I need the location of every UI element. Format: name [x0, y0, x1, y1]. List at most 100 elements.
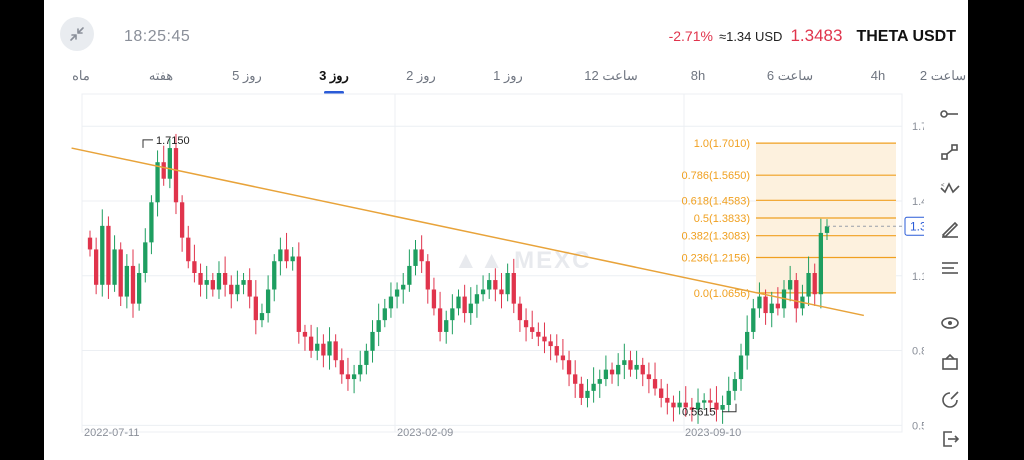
tab-8[interactable]: 6 ساعت — [766, 68, 814, 83]
line-tool-button[interactable] — [940, 104, 960, 124]
tab-10[interactable]: 2 ساعت — [919, 68, 967, 83]
fib-level-label: 0.382(1.3083) — [682, 231, 751, 243]
candle-body — [229, 284, 234, 295]
candle-body — [345, 374, 351, 380]
candle-body — [628, 360, 633, 370]
candle-body — [388, 296, 394, 309]
candle-body — [253, 296, 258, 321]
candle-body — [763, 296, 768, 314]
tab-5[interactable]: 1 روز — [493, 68, 523, 83]
candle-body — [210, 280, 215, 290]
candle-body — [677, 402, 682, 408]
candle-body — [124, 265, 129, 297]
fib-level-label: 0.618(1.4583) — [682, 195, 751, 207]
candle-body — [327, 341, 332, 356]
candle-body — [167, 148, 172, 179]
candle-body — [474, 294, 480, 304]
active-tab-indicator — [324, 91, 344, 94]
candle-body — [609, 369, 615, 375]
candle-body — [622, 360, 627, 365]
candle-body — [351, 374, 357, 380]
high-marker — [142, 139, 153, 148]
brush-button[interactable] — [940, 218, 960, 239]
eye-button[interactable] — [940, 313, 960, 333]
plot-frame — [81, 93, 903, 433]
trendline — [71, 147, 865, 317]
low-marker — [722, 403, 737, 413]
collapse-button[interactable] — [60, 17, 94, 51]
path-tool-button[interactable] — [940, 142, 960, 162]
y-tick-label: 0.8210 — [912, 346, 924, 358]
candle-body — [419, 249, 424, 262]
candle-body — [775, 303, 781, 309]
candle-body — [192, 261, 197, 273]
candle-body — [665, 397, 670, 403]
candle-body — [560, 355, 566, 361]
candle-body — [548, 341, 553, 347]
candle-body — [155, 162, 160, 203]
candle-body — [450, 308, 455, 321]
candle-body — [321, 343, 326, 356]
tab-2[interactable]: 5 روز — [232, 68, 262, 83]
last-price-tag — [904, 216, 924, 236]
x-tick-label: 2022-07-11 — [84, 427, 139, 439]
candle-body — [130, 265, 136, 304]
indicators-button[interactable] — [940, 258, 960, 278]
candle-body — [493, 280, 498, 290]
last-price-tag-label: 1.3483 — [910, 219, 924, 233]
candle-body — [413, 249, 418, 266]
last-price: 1.3483 — [790, 26, 843, 45]
candle-body — [738, 355, 744, 380]
tab-3[interactable]: 3 روز — [319, 68, 349, 83]
candle-body — [376, 320, 381, 332]
y-tick-label: 1.1382 — [912, 271, 924, 283]
candle-body — [143, 242, 148, 273]
candle-body — [339, 360, 344, 375]
x-tick-label: 2023-02-09 — [397, 427, 453, 439]
candle-body — [136, 273, 142, 304]
tab-1[interactable]: هفته — [148, 68, 174, 83]
candle-body — [265, 289, 271, 314]
tab-6[interactable]: 12 ساعت — [584, 68, 638, 83]
timeframe-tabs: ماه هفته 5 روز 3 روز 2 روز 1 روز 12 ساعت 8h 6 سا… — [44, 64, 968, 94]
candle-body — [505, 273, 510, 295]
candle-body — [480, 289, 486, 295]
candle-body — [216, 273, 222, 290]
low-label: 0.5615 — [682, 407, 716, 419]
candle-body — [487, 280, 492, 290]
candlestick-chart[interactable]: 1.7726 1.4554 1.1382 0.8210 0.5038 2022-07-11… — [44, 90, 924, 460]
candle-body — [382, 308, 387, 321]
candle-body — [161, 162, 166, 179]
candle-body — [106, 225, 111, 285]
candle-body — [536, 331, 541, 337]
fib-level-label: 0.786(1.5650) — [682, 170, 751, 182]
candle-body — [204, 280, 209, 285]
candle-body — [616, 364, 621, 375]
candle-body — [579, 383, 584, 398]
y-tick-label: 1.4554 — [912, 196, 924, 208]
candle-body — [726, 390, 731, 405]
candle-body — [364, 350, 369, 365]
fib-level-label: 0.5(1.3833) — [694, 213, 750, 225]
trend-tool-button[interactable]: < — [940, 180, 960, 200]
candle-body — [794, 280, 799, 309]
tab-4[interactable]: 2 روز — [406, 68, 436, 83]
share-button[interactable] — [940, 390, 960, 410]
tab-7[interactable]: 8h — [690, 68, 706, 83]
candle-body — [302, 331, 308, 337]
candle-body — [566, 360, 572, 375]
tab-0[interactable]: ماه — [72, 68, 90, 83]
tab-9[interactable]: 4h — [870, 68, 886, 83]
candle-body — [333, 341, 338, 361]
candle-body — [468, 303, 473, 314]
candle-body — [93, 249, 99, 285]
candle-body — [732, 379, 738, 391]
candle-body — [652, 379, 658, 389]
exit-button[interactable] — [940, 429, 960, 449]
candle-body — [683, 402, 688, 408]
candle-body — [284, 249, 289, 262]
candle-body — [542, 336, 547, 342]
candle-body — [634, 364, 639, 370]
candle-body — [751, 308, 756, 332]
layers-button[interactable] — [940, 352, 960, 372]
